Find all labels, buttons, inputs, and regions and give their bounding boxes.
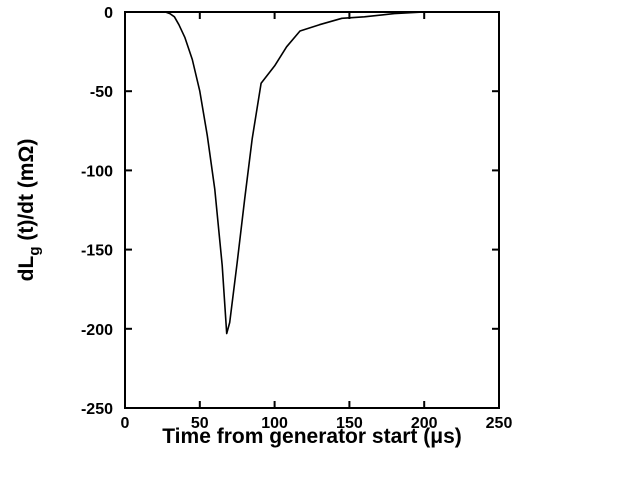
x-tick-label: 0	[121, 415, 130, 432]
y-axis-ticks: 0 -50 -100 -150 -200 -250	[81, 5, 499, 418]
y-axis-title-suffix: (t)/dt (mΩ)	[15, 139, 38, 247]
x-axis-ticks: 0 50 100 150 200 250	[121, 12, 513, 432]
y-tick-label: -150	[81, 243, 113, 260]
y-axis-title: dLg (t)/dt (mΩ)	[15, 139, 43, 282]
x-tick-label: 250	[486, 415, 513, 432]
y-tick-label: -200	[81, 322, 113, 339]
x-tick-label: 200	[411, 415, 438, 432]
y-axis-title-prefix: dL	[15, 255, 38, 281]
series-line	[125, 11, 499, 335]
y-tick-label: -250	[81, 401, 113, 418]
y-tick-label: -100	[81, 163, 113, 180]
plot-area-frame	[124, 11, 500, 409]
y-tick-label: -50	[90, 84, 113, 101]
x-tick-label: 150	[336, 415, 363, 432]
y-axis-title-subscript: g	[26, 246, 43, 255]
x-tick-label: 50	[191, 415, 209, 432]
x-axis-title: Time from generator start (μs)	[162, 425, 462, 448]
x-tick-label: 100	[261, 415, 288, 432]
y-tick-label: 0	[104, 5, 113, 22]
